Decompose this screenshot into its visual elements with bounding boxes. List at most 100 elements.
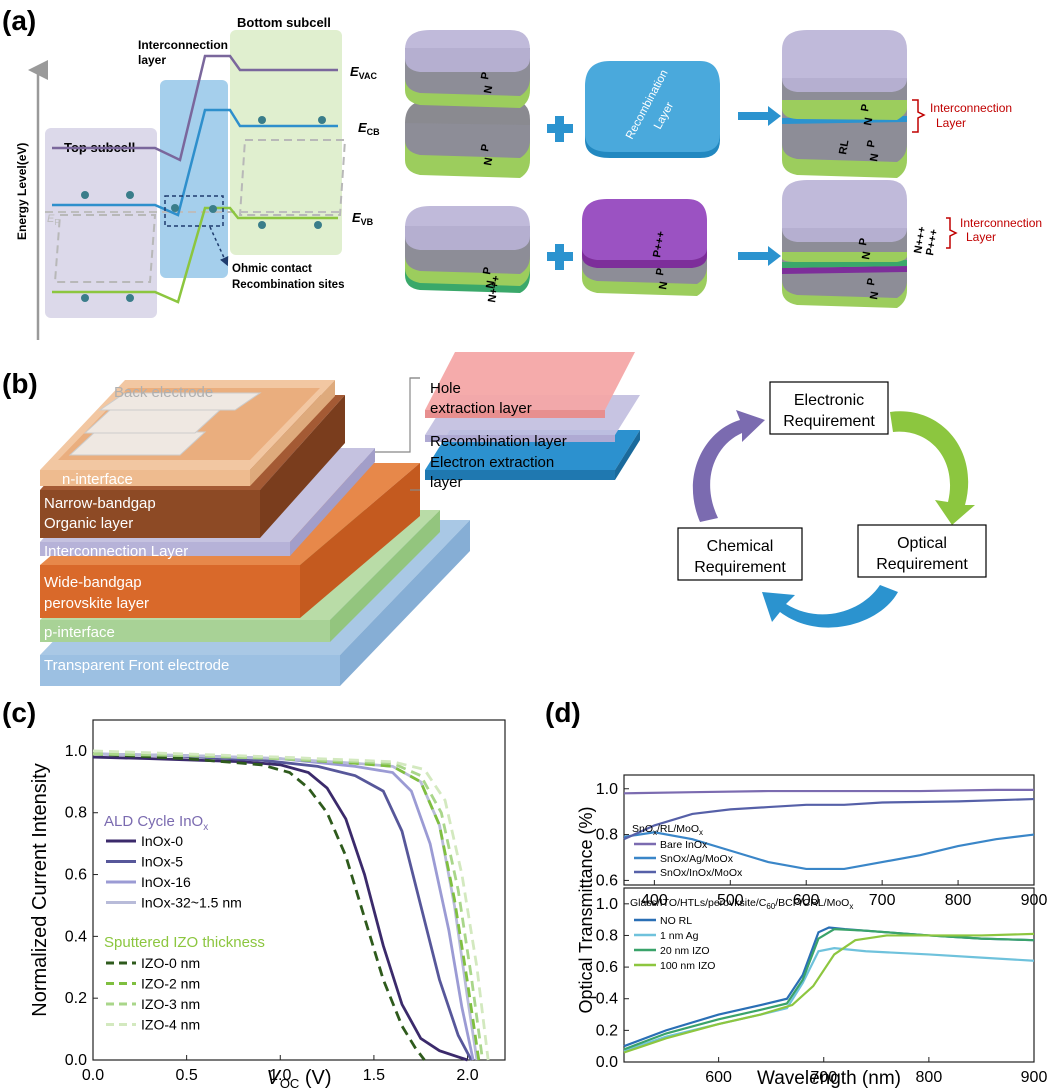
series-line — [623, 788, 1034, 795]
stack6-n-label: N — [860, 251, 873, 261]
evb-label: EVB — [352, 210, 374, 227]
series-line — [623, 932, 1035, 1054]
plus-icon-1 — [547, 116, 573, 142]
legend-entry: 100 nm IZO — [660, 960, 715, 972]
legend-title: Glass/ITO/HTLs/perovksite/C60/BCP/CRL/Mo… — [630, 897, 853, 911]
interconnection-red-2b: Layer — [966, 230, 996, 244]
y-tick-label: 1.0 — [65, 743, 87, 760]
x-tick-label: 0.0 — [82, 1067, 104, 1084]
x-tick-label: 500 — [717, 892, 744, 909]
plot-frame — [92, 719, 506, 1061]
arrow-icon-2 — [738, 246, 781, 266]
optical-label-2: Requirement — [876, 556, 968, 573]
stack5-p-label: P — [654, 267, 667, 276]
stack4-p-label: P — [481, 266, 494, 275]
stack-top-left: P N P N — [405, 30, 530, 178]
y-tick-label: 0.6 — [596, 959, 618, 976]
requirement-cycle: Electronic Requirement Optical Requireme… — [677, 381, 987, 628]
plot-frame — [623, 887, 1035, 1063]
stack4-n-label: N — [484, 280, 497, 290]
legend-entry: Bare InOx — [660, 839, 708, 851]
y-tick-label: 0.2 — [65, 990, 87, 1007]
stack5-n-label: N — [657, 281, 670, 291]
x-axis-label: Wavelength (nm) — [757, 1068, 901, 1088]
chart-c: 0.0 0.5 1.0 1.5 2.0 0.0 0.2 0.4 0.6 0.8 1.0 Normali… — [29, 719, 506, 1088]
x-tick-label: 600 — [705, 1069, 732, 1086]
legend-entry: SnOx/Ag/MoOx — [660, 853, 734, 865]
hole-label-1: Hole — [430, 380, 461, 397]
x-tick-label: 600 — [793, 892, 820, 909]
device-stack — [40, 380, 470, 686]
series-line — [623, 831, 1035, 871]
narrow-bandgap-label-1: Narrow-bandgap — [44, 495, 156, 512]
zoom-connector — [375, 377, 420, 453]
legend-entry: NO RL — [660, 915, 692, 927]
x-tick-label: 2.0 — [456, 1067, 478, 1084]
stack-bottom-right: P N P N N+++ P+++ — [782, 180, 941, 308]
electron-label-2: layer — [430, 474, 463, 491]
chemical-label-2: Requirement — [694, 559, 786, 576]
conduction-band-line — [52, 108, 338, 217]
stack1-p-label: P — [479, 71, 492, 80]
series-line — [623, 797, 1035, 841]
front-electrode-label: Transparent Front electrode — [44, 657, 229, 674]
y-tick-label: 1.0 — [596, 781, 618, 798]
x-tick-label: 900 — [1021, 1069, 1048, 1086]
stack2-n-label: N — [482, 157, 495, 167]
series-line — [92, 752, 479, 1061]
valence-band-line — [52, 206, 338, 304]
evac-label: EVAC — [350, 64, 378, 81]
plot-frame — [623, 774, 1035, 886]
stack6-nplus-label: N+++ — [912, 226, 929, 255]
series-line — [92, 752, 473, 1061]
y-tick-label: 0.0 — [596, 1054, 618, 1071]
y-tick-label: 0.4 — [65, 928, 87, 945]
stack-bottom-middle: P+++ P N — [582, 199, 707, 296]
panel-label-b: (b) — [2, 368, 38, 399]
legend-entry: IZO-2 nm — [141, 976, 200, 992]
series-line — [92, 752, 426, 1061]
x-tick-label: 700 — [869, 892, 896, 909]
ef-label: EF — [47, 213, 59, 227]
arrow-icon-1 — [738, 106, 781, 126]
y-tick-label: 0.4 — [596, 991, 618, 1008]
legend-entry: InOx-32~1.5 nm — [141, 895, 242, 911]
panel-label-a: (a) — [2, 5, 36, 36]
legend-entry: IZO-0 nm — [141, 955, 200, 971]
plus-icon-2 — [547, 244, 573, 270]
stack6-n2-label: N — [868, 291, 881, 301]
series-line — [92, 755, 468, 1062]
cycle-arrow-blue — [762, 585, 898, 628]
y-tick-label: 0.6 — [65, 867, 87, 884]
legend-title-izo: Sputtered IZO thickness — [104, 934, 265, 951]
x-tick-label: 700 — [810, 1069, 837, 1086]
interconnection-red-1a: Interconnection — [930, 101, 1012, 115]
legend-entry: 20 nm IZO — [660, 945, 710, 957]
y-tick-label: 0.8 — [65, 805, 87, 822]
y-tick-label: 0.8 — [596, 827, 618, 844]
stack6-pplus-label: P+++ — [924, 228, 940, 256]
ohmic-label-2: Recombination sites — [232, 279, 344, 291]
optical-label-1: Optical — [897, 535, 947, 552]
x-tick-label: 0.5 — [176, 1067, 198, 1084]
interconnection-red-2a: Interconnection — [960, 216, 1042, 230]
ohmic-arrow — [209, 226, 229, 267]
y-axis-label: Normalized Current Intensity — [29, 763, 51, 1016]
vacuum-level-line — [52, 54, 338, 162]
n-interface-label: n-interface — [62, 471, 133, 488]
legend-entry: InOx-0 — [141, 833, 183, 849]
panel-label-d: (d) — [545, 697, 581, 728]
interconnection-label-line2: layer — [138, 53, 166, 67]
cycle-arrow-green — [890, 411, 975, 525]
interconnection-bracket-2: Interconnection Layer — [946, 216, 1042, 249]
electron-label-1: Electron extraction — [430, 454, 554, 471]
wide-bandgap-label-2: perovskite layer — [44, 595, 149, 612]
legend-entry: InOx-5 — [141, 854, 183, 870]
band-diagram: Energy Level(eV) Top subcell Bottom subc… — [15, 15, 380, 340]
y-tick-label: 0.2 — [596, 1022, 618, 1039]
wide-bandgap-label-1: Wide-bandgap — [44, 574, 142, 591]
x-axis-label: VOC (V) — [266, 1067, 331, 1088]
stack2-p-label: P — [479, 143, 492, 152]
stack1-n-label: N — [482, 85, 495, 95]
